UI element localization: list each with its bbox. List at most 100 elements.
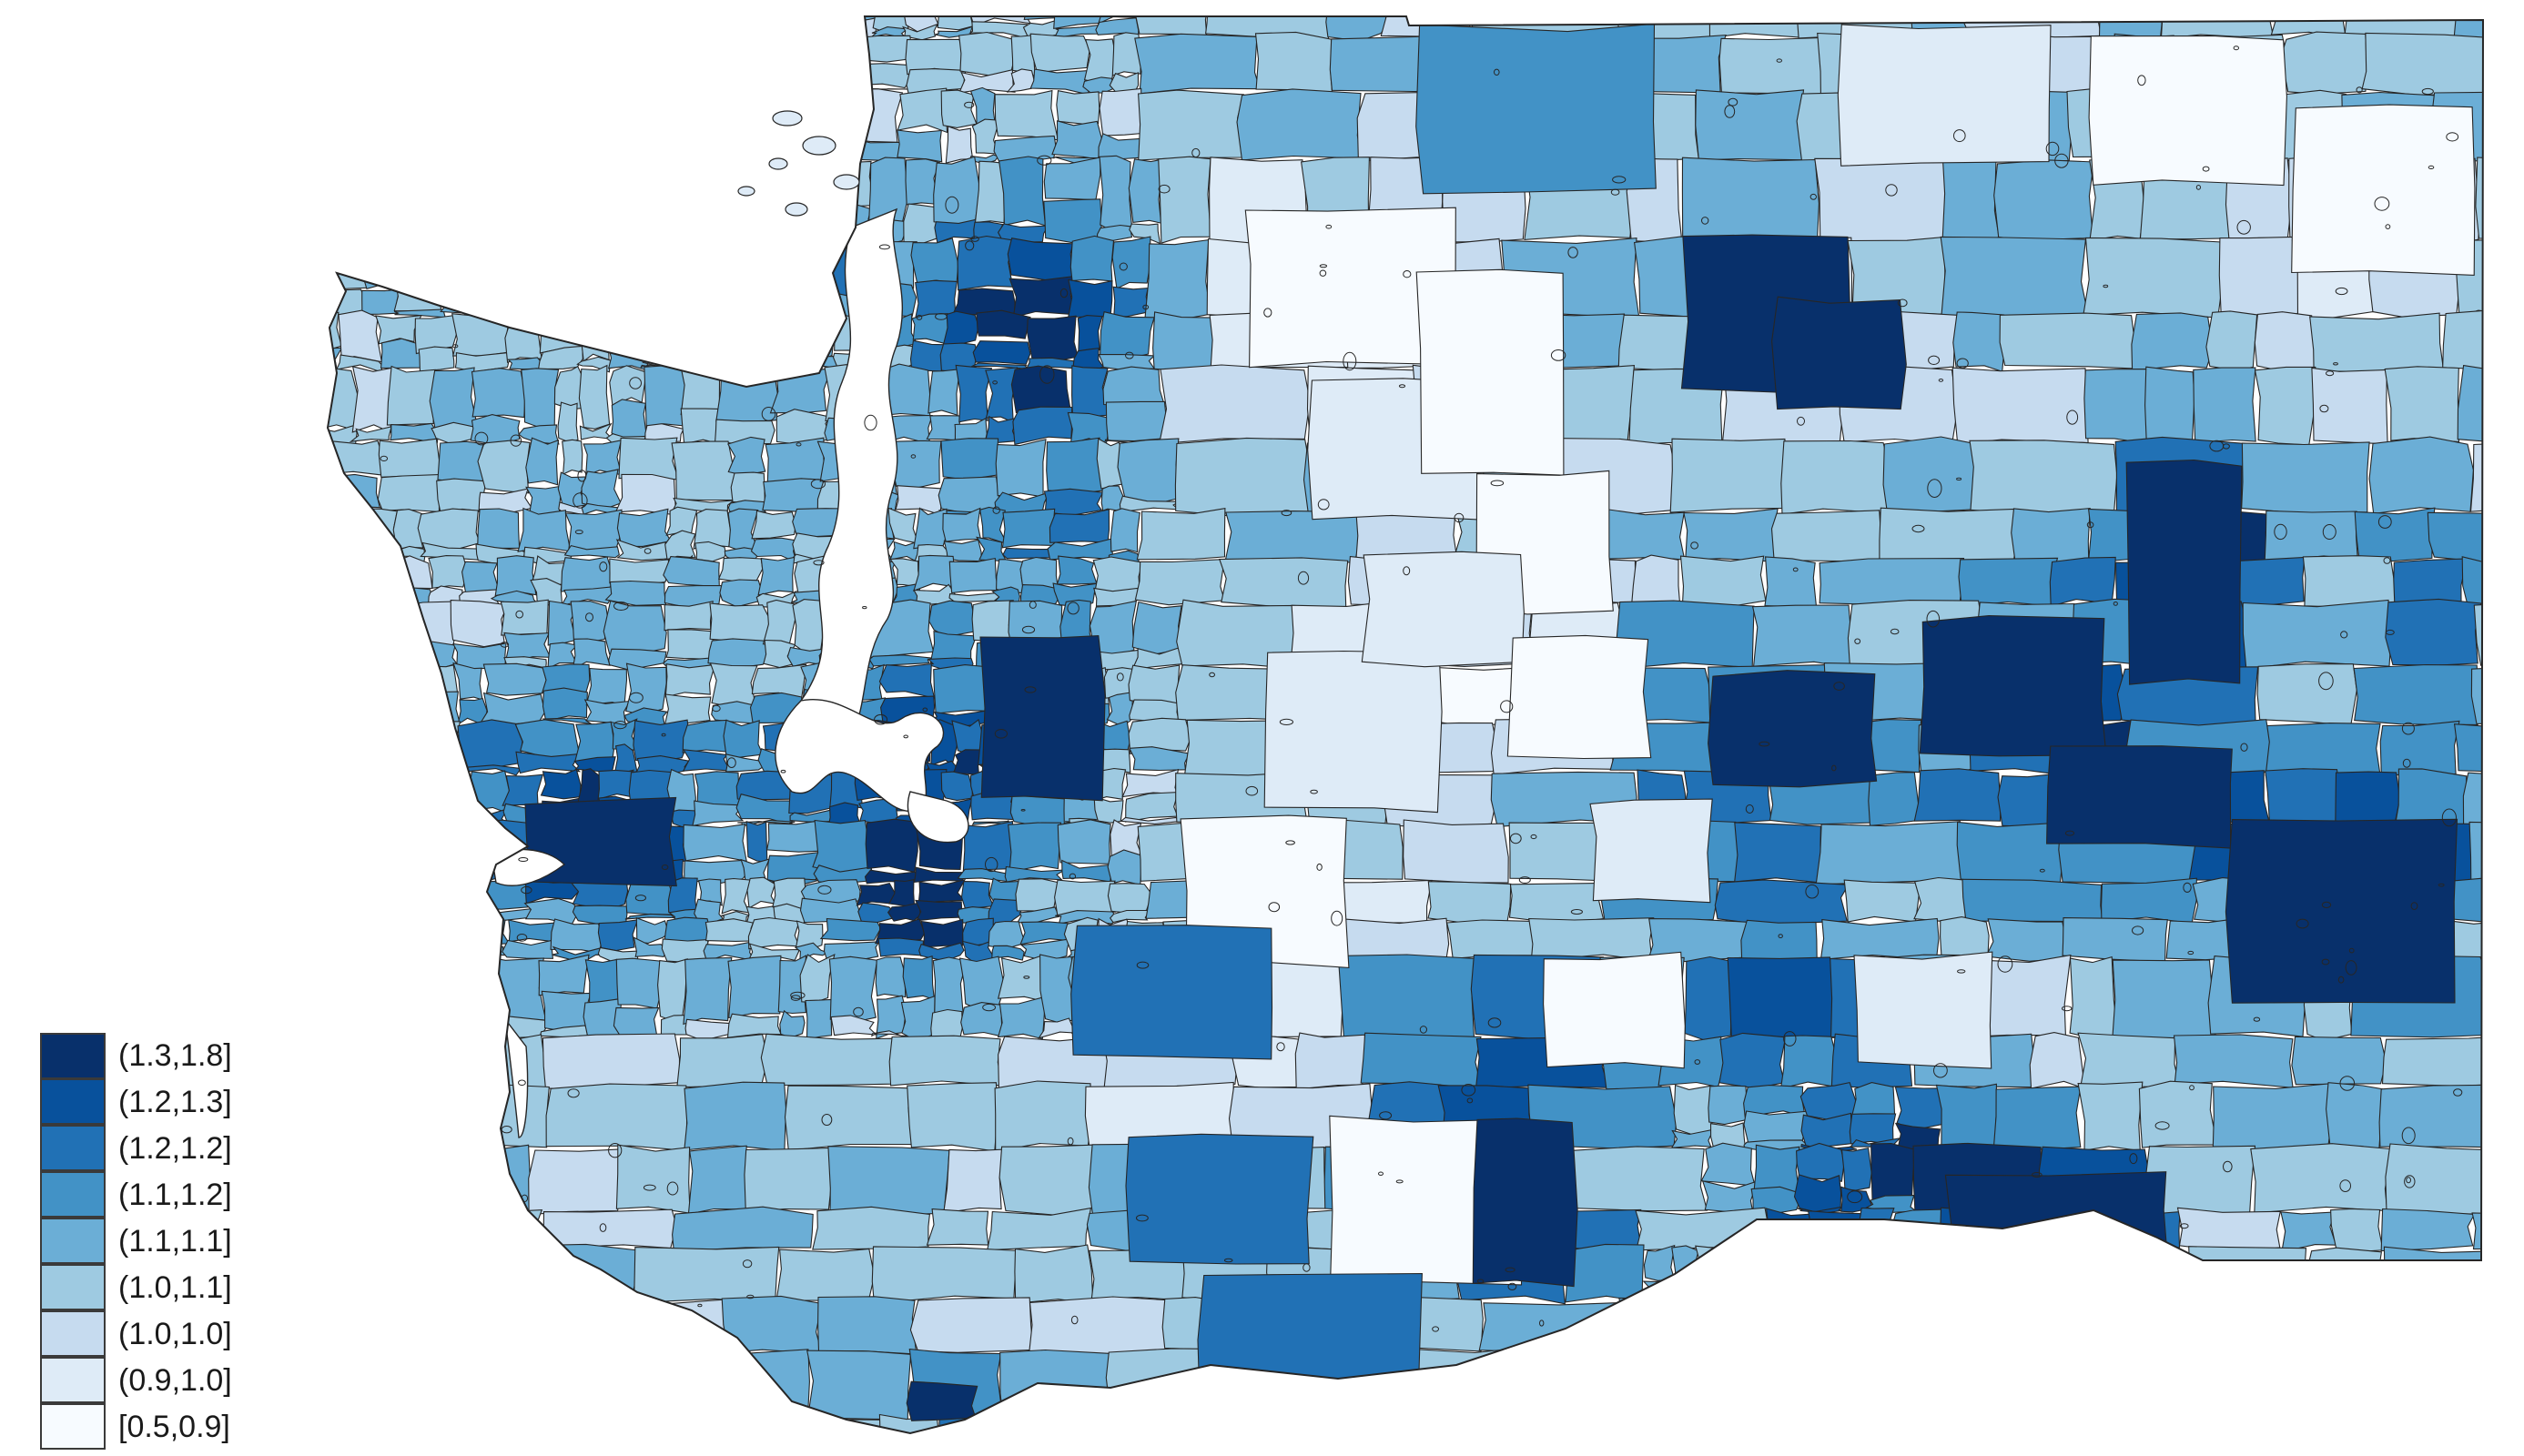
map-region: [609, 558, 670, 587]
map-region: [597, 769, 634, 800]
map-region: [1152, 311, 1214, 371]
map-region: [1737, 1244, 1794, 1276]
lake-outline: [773, 178, 788, 197]
map-region: [1706, 1298, 1754, 1335]
map-region: [1741, 1395, 1801, 1421]
map-region: [1892, 1440, 1920, 1456]
map-region: [356, 16, 386, 25]
map-region: [427, 88, 459, 154]
lake-outline: [878, 244, 890, 250]
legend-label: [0.5,0.9]: [118, 1410, 230, 1444]
map-region: [562, 1415, 695, 1433]
map-region: [1528, 917, 1655, 962]
lake-outline: [2137, 75, 2146, 86]
water-body: [907, 791, 969, 844]
map-region: [1785, 1340, 1845, 1354]
lake-outline: [1297, 571, 1310, 585]
legend-swatch: [40, 1171, 106, 1218]
map-region: [328, 556, 366, 588]
map-region: [1969, 440, 2118, 517]
map-region: [652, 22, 699, 37]
map-region: [1679, 555, 1767, 608]
map-region: [1158, 156, 1211, 244]
map-region: [494, 555, 537, 597]
legend-item: (0.9,1.0]: [40, 1357, 277, 1404]
map-region: [328, 660, 340, 669]
lake-outline: [472, 1035, 486, 1045]
map-region: [676, 312, 738, 360]
map-region: [379, 16, 436, 25]
map-region: [2049, 1348, 2154, 1421]
map-region: [2098, 16, 2163, 39]
map-region: [1508, 882, 1607, 925]
map-region: [399, 944, 436, 960]
lake-outline: [1432, 1326, 1439, 1332]
lake-outline: [1245, 785, 1259, 796]
map-region: [962, 820, 1014, 875]
map-region: [1106, 691, 1133, 727]
lake-outline: [2222, 443, 2230, 450]
map-region: [994, 89, 1059, 141]
map-region: [416, 1352, 529, 1421]
lake-outline: [521, 885, 532, 895]
map-region: [2385, 1143, 2483, 1215]
map-region: [471, 368, 526, 419]
map-region: [382, 764, 412, 774]
lake-outline: [629, 377, 642, 389]
map-region: [1853, 951, 1993, 1069]
map-region: [623, 1348, 676, 1421]
map-region: [1046, 437, 1103, 494]
map-region: [450, 600, 509, 648]
lake-outline: [2333, 362, 2338, 366]
map-region: [2289, 1299, 2357, 1356]
map-region: [502, 236, 550, 245]
map-region: [389, 92, 434, 129]
map-region: [2453, 16, 2483, 41]
island-outline: [833, 174, 860, 190]
map-region: [1779, 1035, 1839, 1089]
lake-outline: [1317, 499, 1330, 511]
map-region: [542, 1208, 677, 1249]
map-region: [765, 437, 826, 486]
map-region: [578, 364, 611, 430]
map-region: [1110, 508, 1140, 553]
map-region: [920, 918, 964, 948]
map-region: [352, 1009, 411, 1039]
map-region: [484, 956, 547, 1021]
lake-outline: [1610, 188, 1620, 196]
map-region: [988, 898, 1022, 926]
map-region: [380, 338, 421, 369]
map-region: [1099, 87, 1143, 136]
lake-outline: [2321, 901, 2332, 909]
map-region: [717, 557, 764, 582]
lake-outline: [2345, 960, 2357, 976]
map-region: [1863, 1330, 1906, 1352]
map-region: [897, 129, 943, 163]
map-region: [985, 367, 1019, 423]
map-region: [362, 581, 390, 606]
map-region: [688, 1413, 799, 1433]
map-region: [1404, 1347, 1522, 1418]
map-region: [1866, 1293, 1928, 1305]
map-region: [2201, 1295, 2296, 1355]
map-region: [723, 36, 785, 68]
map-region: [748, 943, 800, 961]
map-region: [328, 954, 358, 1012]
map-region: [1107, 849, 1143, 885]
legend-label: (1.3,1.8]: [118, 1038, 232, 1073]
lake-outline: [2086, 521, 2094, 529]
map-region: [907, 1082, 998, 1152]
map-region: [747, 916, 800, 950]
map-region: [695, 16, 745, 41]
map-region: [1001, 508, 1056, 549]
map-region: [744, 1147, 833, 1213]
map-region: [2291, 104, 2476, 276]
map-region: [2049, 556, 2116, 607]
lake-outline: [1059, 288, 1069, 298]
lake-outline: [2340, 631, 2348, 639]
map-region: [958, 31, 1017, 77]
map-region: [812, 819, 873, 874]
lake-outline: [817, 885, 832, 895]
map-region: [403, 956, 456, 1025]
map-region: [2311, 367, 2388, 445]
